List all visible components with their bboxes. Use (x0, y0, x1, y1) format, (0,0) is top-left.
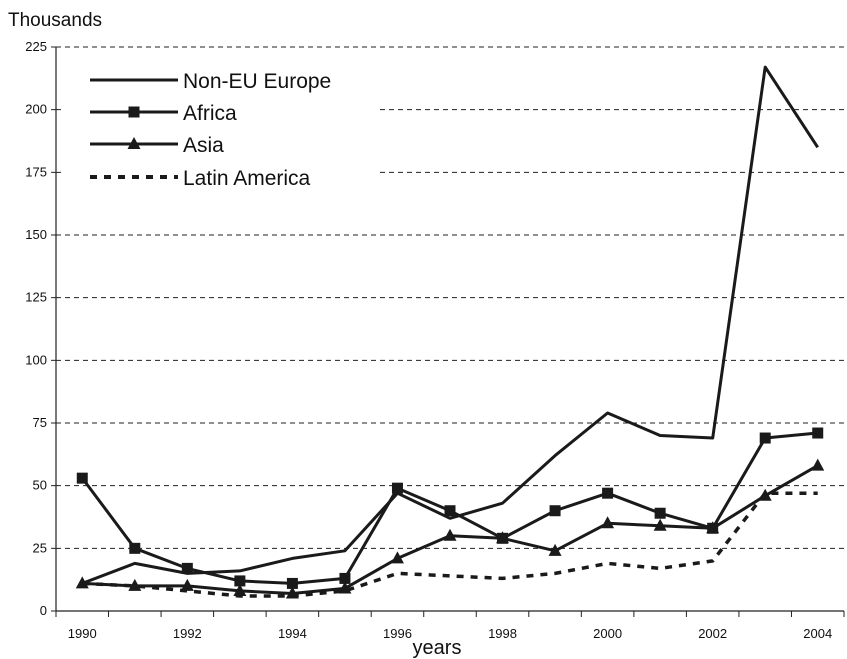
x-axis-title: years (413, 637, 462, 659)
y-tick-label: 175 (25, 164, 47, 179)
y-tick-label: 200 (25, 102, 47, 117)
data-point (601, 516, 615, 529)
data-point (759, 432, 771, 444)
series (75, 65, 825, 599)
legend-marker (128, 106, 140, 118)
data-point (444, 505, 456, 517)
data-point (812, 427, 824, 439)
data-point (286, 577, 298, 589)
data-point (391, 482, 403, 494)
data-point (653, 518, 667, 531)
y-tick-label: 75 (33, 415, 47, 430)
y-tick-label: 125 (25, 290, 47, 305)
series-africa (76, 427, 824, 589)
y-tick-label: 50 (33, 478, 47, 493)
data-point (180, 578, 194, 591)
legend-label: Asia (183, 134, 224, 157)
x-tick-label: 2000 (593, 626, 622, 641)
data-point (234, 575, 246, 587)
y-axis-title: Thousands (8, 10, 102, 31)
x-tick-label: 1996 (383, 626, 412, 641)
axes: 0 25 50 75 100 125 150 175 200 225 1990 1992 1994 199… (25, 39, 845, 641)
y-tick-label: 25 (33, 540, 47, 555)
data-point (339, 572, 351, 584)
y-tick-label: 225 (25, 39, 47, 54)
data-point (181, 562, 193, 574)
data-point (233, 583, 247, 596)
y-tick-label: 0 (40, 603, 47, 618)
series-line (82, 491, 818, 598)
data-point (443, 528, 457, 541)
y-tick-label: 150 (25, 227, 47, 242)
data-point (706, 521, 720, 534)
series-asia (75, 458, 825, 599)
data-point (75, 576, 89, 589)
legend-box (62, 62, 377, 200)
x-tick-label: 2002 (698, 626, 727, 641)
legend-label: Africa (183, 102, 237, 125)
legend: Non-EU Europe Africa Asia Latin America (62, 62, 377, 200)
data-point (549, 505, 561, 517)
x-tick-label: 1994 (278, 626, 307, 641)
legend-marker (127, 137, 141, 149)
data-point (128, 578, 142, 591)
data-point (76, 472, 88, 484)
x-tick-label: 1998 (488, 626, 517, 641)
data-point (654, 507, 666, 519)
legend-label: Non-EU Europe (183, 70, 331, 93)
series-latin-america (82, 491, 818, 598)
data-point (548, 543, 562, 556)
data-point (129, 542, 141, 554)
data-point (390, 551, 404, 564)
data-point (811, 458, 825, 471)
data-point (496, 531, 510, 544)
x-tick-label: 1990 (68, 626, 97, 641)
data-point (602, 487, 614, 499)
y-tick-label: 100 (25, 352, 47, 367)
legend-label: Latin America (183, 167, 311, 190)
x-tick-label: 2004 (803, 626, 832, 641)
x-tick-label: 1992 (173, 626, 202, 641)
